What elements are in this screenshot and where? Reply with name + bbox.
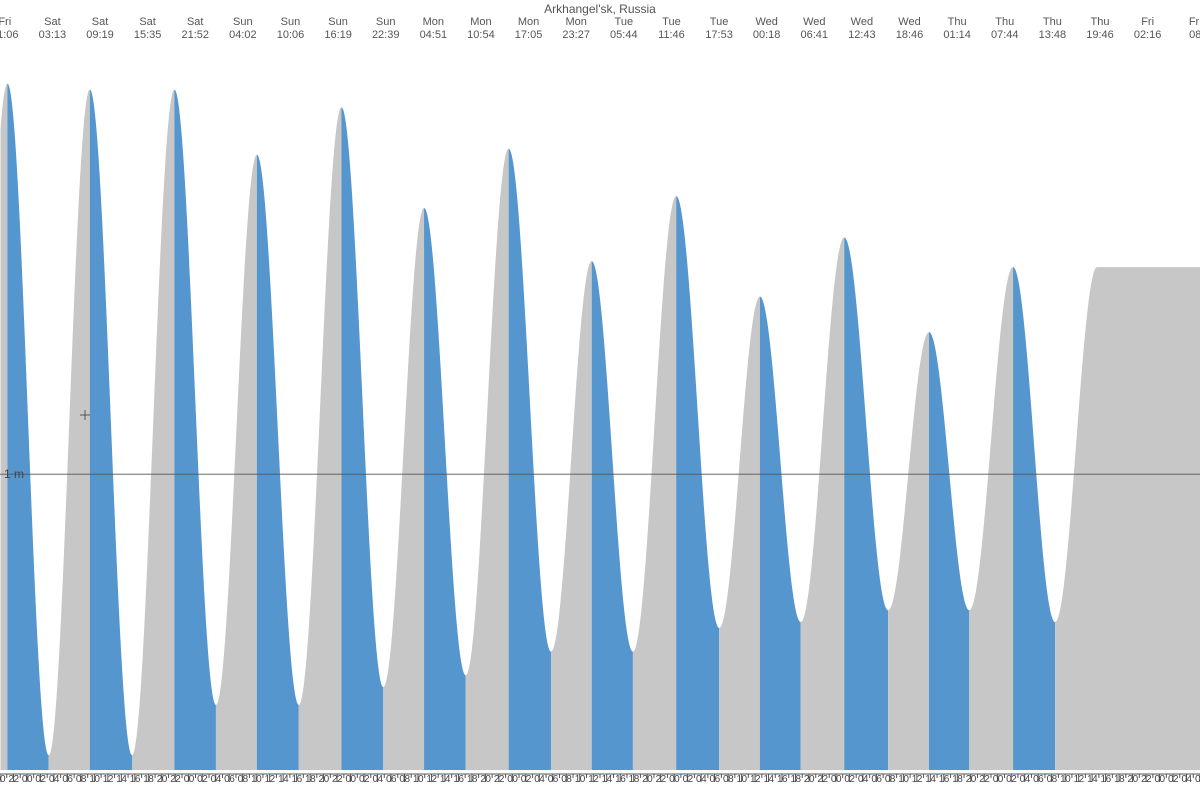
x-hour-label: 02 [359,774,369,785]
x-hour-label: 02 [521,774,531,785]
x-hour-label: 22 [494,774,504,785]
x-hour-label: 10 [251,774,261,785]
x-hour-label: 04 [49,774,59,785]
x-hour-label: 02 [1006,774,1016,785]
x-hour-label: 06 [62,774,72,785]
x-hour-label: 20 [480,774,490,785]
x-hour-label: 20 [804,774,814,785]
x-hour-label: 00 [831,774,841,785]
x-hour-label: 12 [265,774,275,785]
x-hour-label: 00 [1154,774,1164,785]
x-hour-label: 16 [292,774,302,785]
x-hour-label: 04 [211,774,221,785]
x-hour-label: 22 [1141,774,1151,785]
x-hour-label: 10 [898,774,908,785]
x-hour-label: 02 [683,774,693,785]
x-hour-label: 06 [871,774,881,785]
x-hour-label: 06 [710,774,720,785]
x-hour-label: 18 [790,774,800,785]
x-hour-label: 22 [979,774,989,785]
x-hour-label: 14 [116,774,126,785]
x-hour-label: 06 [224,774,234,785]
x-hour-label: 12 [750,774,760,785]
x-hour-label: 14 [440,774,450,785]
x-hour-label: 08 [561,774,571,785]
x-hour-label: 22 [332,774,342,785]
x-hour-label: 08 [1047,774,1057,785]
x-hour-label: 04 [858,774,868,785]
x-hour-label: 20 [157,774,167,785]
x-hour-label: 08 [238,774,248,785]
x-hour-label: 16 [777,774,787,785]
x-hour-label: 22 [170,774,180,785]
x-hour-label: 10 [413,774,423,785]
x-hour-label: 20 [0,774,5,785]
x-hour-label: 16 [453,774,463,785]
x-hour-label: 12 [103,774,113,785]
x-hour-label: 04 [1181,774,1191,785]
x-hour-label: 08 [885,774,895,785]
x-hour-label: 12 [588,774,598,785]
x-hour-label: 20 [966,774,976,785]
x-hour-label: 16 [130,774,140,785]
x-hour-label: 00 [345,774,355,785]
x-hour-label: 00 [993,774,1003,785]
x-hour-label: 02 [35,774,45,785]
x-hour-label: 06 [548,774,558,785]
x-hour-label: 18 [952,774,962,785]
x-hour-label: 08 [399,774,409,785]
x-hour-label: 08 [76,774,86,785]
x-hour-label: 22 [817,774,827,785]
x-hour-label: 22 [8,774,18,785]
x-hour-label: 20 [1128,774,1138,785]
x-hour-label: 10 [1060,774,1070,785]
x-hour-label: 00 [184,774,194,785]
x-hour-label: 20 [642,774,652,785]
x-hour-label: 02 [197,774,207,785]
x-hour-label: 04 [696,774,706,785]
x-hour-label: 00 [669,774,679,785]
x-hour-label: 14 [278,774,288,785]
x-hour-label: 18 [467,774,477,785]
x-hour-label: 16 [1101,774,1111,785]
x-hour-label: 12 [426,774,436,785]
x-hour-label: 22 [656,774,666,785]
x-hour-label: 12 [912,774,922,785]
x-hour-label: 12 [1074,774,1084,785]
x-hour-label: 16 [615,774,625,785]
x-hour-label: 16 [939,774,949,785]
x-hour-label: 18 [143,774,153,785]
x-hour-label: 14 [763,774,773,785]
x-hour-label: 14 [925,774,935,785]
x-axis-hour-labels: 2022000204060810121416182022000204060810… [0,774,1200,788]
x-hour-label: 08 [723,774,733,785]
x-hour-label: 10 [737,774,747,785]
x-hour-label: 20 [319,774,329,785]
tide-chart: Arkhangel'sk, Russia Fri21:06Sat03:13Sat… [0,0,1200,800]
y-reference-label: 1 m [4,467,24,481]
x-hour-label: 04 [1020,774,1030,785]
x-hour-label: 14 [1087,774,1097,785]
x-hour-label: 18 [1114,774,1124,785]
x-hour-label: 10 [575,774,585,785]
x-hour-label: 04 [372,774,382,785]
x-hour-label: 06 [1195,774,1200,785]
x-hour-label: 04 [534,774,544,785]
x-hour-label: 02 [844,774,854,785]
x-hour-label: 00 [507,774,517,785]
x-hour-label: 18 [629,774,639,785]
x-hour-label: 06 [1033,774,1043,785]
x-hour-label: 18 [305,774,315,785]
chart-svg [0,0,1200,800]
x-hour-label: 00 [22,774,32,785]
x-hour-label: 06 [386,774,396,785]
x-hour-label: 10 [89,774,99,785]
x-hour-label: 02 [1168,774,1178,785]
x-hour-label: 14 [602,774,612,785]
